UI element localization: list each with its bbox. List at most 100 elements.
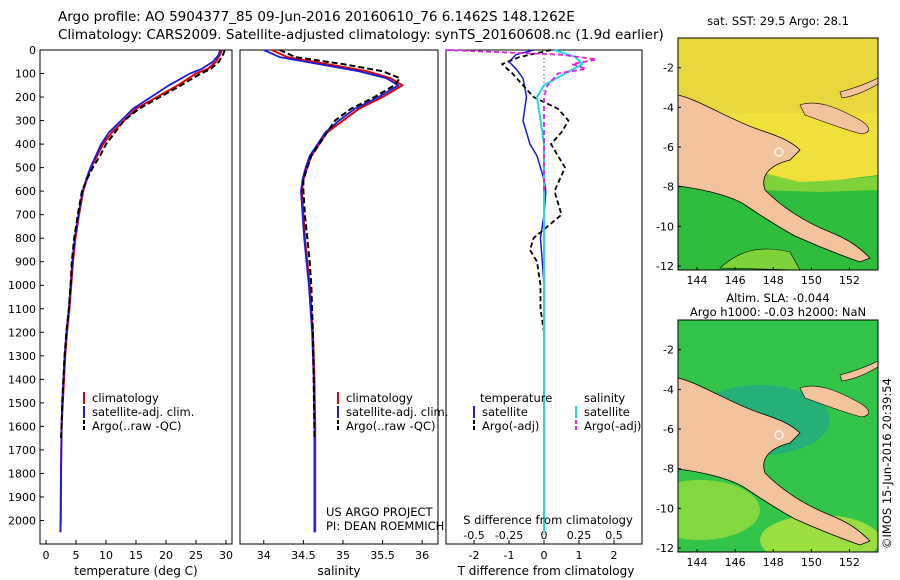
sla-map bbox=[678, 320, 878, 552]
x-tick-label: 2 bbox=[611, 549, 618, 562]
climatology-title: Climatology: CARS2009. Satellite-adjuste… bbox=[58, 27, 664, 43]
depth-tick-label: 1300 bbox=[8, 350, 36, 363]
series-satellite-adj-clim bbox=[263, 49, 400, 533]
sst-land-australia bbox=[719, 248, 801, 270]
temperature-axis-label: temperature (deg C) bbox=[74, 564, 197, 578]
x-tick-label: 25 bbox=[189, 549, 203, 562]
temperature-panel: 0100200300400500600700800900100011001200… bbox=[8, 44, 233, 562]
x-tick-label: -2 bbox=[469, 549, 480, 562]
x-tick-label: -1 bbox=[504, 549, 515, 562]
depth-tick-label: 1100 bbox=[8, 303, 36, 316]
map-lon-label: 152 bbox=[839, 274, 860, 287]
salinity-panel: 34 34.5 35 35.5 36 bbox=[257, 49, 429, 562]
x-tick-label: 1 bbox=[576, 549, 583, 562]
series-salinity-satellite bbox=[536, 49, 584, 533]
depth-tick-label: 900 bbox=[15, 256, 36, 269]
map-lon-label: 150 bbox=[801, 556, 822, 569]
legend-argo-label: Argo(..raw -QC) bbox=[92, 419, 182, 433]
x-tick-label: 10 bbox=[99, 549, 113, 562]
legend-salinity-header: salinity bbox=[584, 391, 625, 405]
x-tick-label: 20 bbox=[159, 549, 173, 562]
sla-map-title-1: Altim. SLA: -0.044 bbox=[726, 291, 830, 305]
temperature-legend: climatology satellite-adj. clim. Argo(..… bbox=[83, 391, 194, 433]
sla-map-title-2: Argo h1000: -0.03 h2000: NaN bbox=[690, 305, 866, 319]
sla-argo-marker bbox=[774, 430, 784, 440]
map-lat-label: -2 bbox=[663, 344, 674, 357]
sst-argo-marker bbox=[774, 147, 784, 157]
salinity-diff-tick-label: 0.5 bbox=[605, 529, 623, 542]
legend-sal-argo-label: Argo(-adj) bbox=[584, 419, 641, 433]
x-tick-label: 0 bbox=[43, 549, 50, 562]
sst-map-frame bbox=[677, 37, 879, 271]
series-satellite-adj-clim bbox=[59, 49, 221, 533]
map-lat-label: -4 bbox=[663, 383, 674, 396]
depth-tick-label: 1700 bbox=[8, 444, 36, 457]
map-lat-label: -10 bbox=[656, 502, 674, 515]
depth-tick-label: 500 bbox=[15, 162, 36, 175]
depth-tick-label: 1600 bbox=[8, 420, 36, 433]
depth-tick-label: 1400 bbox=[8, 373, 36, 386]
x-tick-label: 34 bbox=[257, 549, 271, 562]
salinity-diff-tick-label: 0.25 bbox=[567, 529, 592, 542]
map-lon-label: 146 bbox=[725, 556, 746, 569]
s-difference-axis-label: S difference from climatology bbox=[463, 513, 633, 527]
map-lat-label: -10 bbox=[656, 220, 674, 233]
depth-tick-label: 300 bbox=[15, 115, 36, 128]
map-lat-label: -2 bbox=[663, 62, 674, 75]
series-climatology bbox=[59, 49, 223, 533]
depth-tick-label: 600 bbox=[15, 185, 36, 198]
salinity-plot-frame bbox=[239, 49, 439, 545]
map-lat-label: -12 bbox=[656, 260, 674, 273]
sst-map-title: sat. SST: 29.5 Argo: 28.1 bbox=[707, 14, 849, 28]
legend-temp-argo-label: Argo(-adj) bbox=[482, 419, 539, 433]
salinity-legend: climatology satellite-adj. clim. Argo(..… bbox=[337, 391, 448, 433]
salinity-diff-tick-label: 0 bbox=[541, 529, 548, 542]
map-lon-label: 144 bbox=[687, 274, 708, 287]
legend-climatology-label: climatology bbox=[92, 391, 159, 405]
map-lat-label: -8 bbox=[663, 463, 674, 476]
sst-land-png bbox=[678, 94, 871, 263]
depth-tick-label: 1000 bbox=[8, 279, 36, 292]
legend-temperature-header: temperature bbox=[480, 391, 552, 405]
x-tick-label: 35 bbox=[336, 549, 350, 562]
t-difference-axis-label: T difference from climatology bbox=[457, 564, 635, 578]
x-tick-label: 34.5 bbox=[291, 549, 316, 562]
sla-high-anomaly-west bbox=[678, 480, 760, 540]
depth-tick-label: 2000 bbox=[8, 514, 36, 527]
map-lon-label: 152 bbox=[839, 556, 860, 569]
map-lon-label: 144 bbox=[687, 556, 708, 569]
depth-tick-label: 700 bbox=[15, 209, 36, 222]
profile-title: Argo profile: AO 5904377_85 09-Jun-2016 … bbox=[58, 9, 575, 25]
depth-tick-label: 100 bbox=[15, 68, 36, 81]
sst-map bbox=[678, 38, 878, 270]
series-argo-raw-qc bbox=[60, 49, 226, 439]
depth-tick-label: 800 bbox=[15, 232, 36, 245]
series-salinity-argo-adj bbox=[445, 49, 598, 192]
sst-land-new-britain bbox=[799, 102, 869, 135]
map-lon-label: 150 bbox=[801, 274, 822, 287]
map-ticks: -2 -4 -6 -8 -10 -12 144 146 148 150 152 -2 -4 -6 -8 -10… bbox=[656, 62, 860, 569]
sst-land-new-ireland bbox=[839, 77, 878, 99]
x-tick-label: 35.5 bbox=[370, 549, 395, 562]
x-tick-label: 30 bbox=[219, 549, 233, 562]
depth-tick-label: 1800 bbox=[8, 467, 36, 480]
depth-tick-label: 200 bbox=[15, 91, 36, 104]
depth-tick-label: 1900 bbox=[8, 491, 36, 504]
depth-tick-label: 1200 bbox=[8, 326, 36, 339]
legend-satellite-label: satellite-adj. clim. bbox=[92, 405, 194, 419]
legend-temp-satellite-label: satellite bbox=[482, 405, 528, 419]
legend-satellite-label: satellite-adj. clim. bbox=[346, 405, 448, 419]
map-lat-label: -12 bbox=[656, 542, 674, 555]
difference-legend: temperature satellite Argo(-adj) salinit… bbox=[473, 391, 641, 433]
map-lat-label: -6 bbox=[663, 423, 674, 436]
series-temperature-argo-adj bbox=[501, 49, 570, 474]
salinity-diff-tick-label: -0.25 bbox=[495, 529, 523, 542]
map-lon-label: 146 bbox=[725, 274, 746, 287]
legend-argo-label: Argo(..raw -QC) bbox=[346, 419, 436, 433]
depth-tick-label: 400 bbox=[15, 138, 36, 151]
sla-land-png bbox=[678, 377, 871, 546]
depth-tick-label: 0 bbox=[29, 44, 36, 57]
sla-map-frame bbox=[677, 319, 879, 553]
x-tick-label: 36 bbox=[415, 549, 429, 562]
